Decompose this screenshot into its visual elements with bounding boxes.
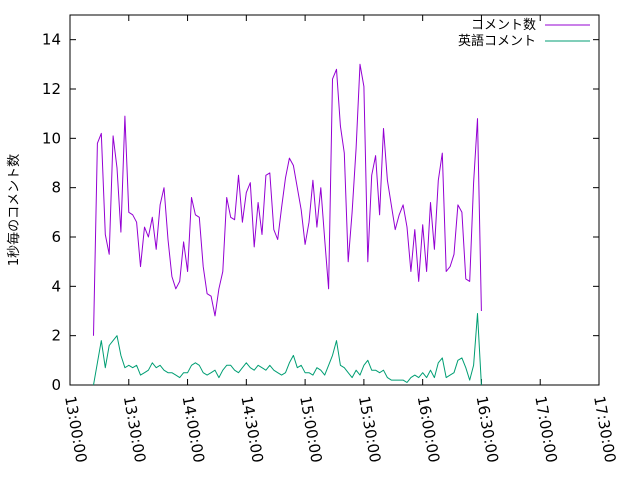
- y-tick-label: 4: [51, 277, 61, 295]
- x-tick-label: 16:30:00: [473, 395, 502, 464]
- x-tick-label: 14:30:00: [237, 395, 266, 464]
- x-tick-label: 13:30:00: [120, 395, 149, 464]
- legend-label-1: コメント数: [471, 18, 536, 33]
- plot-axes: 0 2 4 6 8 10 12 14 13:00:00 13:30:00 14:00:00 14:30…: [42, 14, 619, 464]
- series-layer: [93, 63, 482, 386]
- y-tick-label: 0: [51, 376, 61, 394]
- y-axis-label: 1秒毎のコメント数: [6, 154, 22, 266]
- x-tick-label: 14:00:00: [179, 395, 208, 464]
- legend-label-2: 英語コメント: [458, 33, 536, 49]
- x-tick-label: 17:30:00: [590, 395, 619, 464]
- y-tick-label: 6: [51, 228, 61, 246]
- y-tick-label: 14: [42, 31, 61, 49]
- y-tick-label: 12: [42, 80, 61, 98]
- y-tick-label: 2: [51, 327, 61, 345]
- series-line-1: [93, 63, 482, 336]
- x-tick-label: 13:00:00: [61, 395, 90, 464]
- y-tick-label: 10: [42, 129, 61, 147]
- series-line-2: [93, 313, 482, 386]
- x-tick-label: 15:00:00: [296, 395, 325, 464]
- x-tick-label: 17:00:00: [531, 395, 560, 464]
- x-tick-label: 16:00:00: [414, 395, 443, 464]
- x-tick-label: 15:30:00: [355, 395, 384, 464]
- y-tick-label: 8: [51, 179, 61, 197]
- plot-frame: [69, 14, 600, 386]
